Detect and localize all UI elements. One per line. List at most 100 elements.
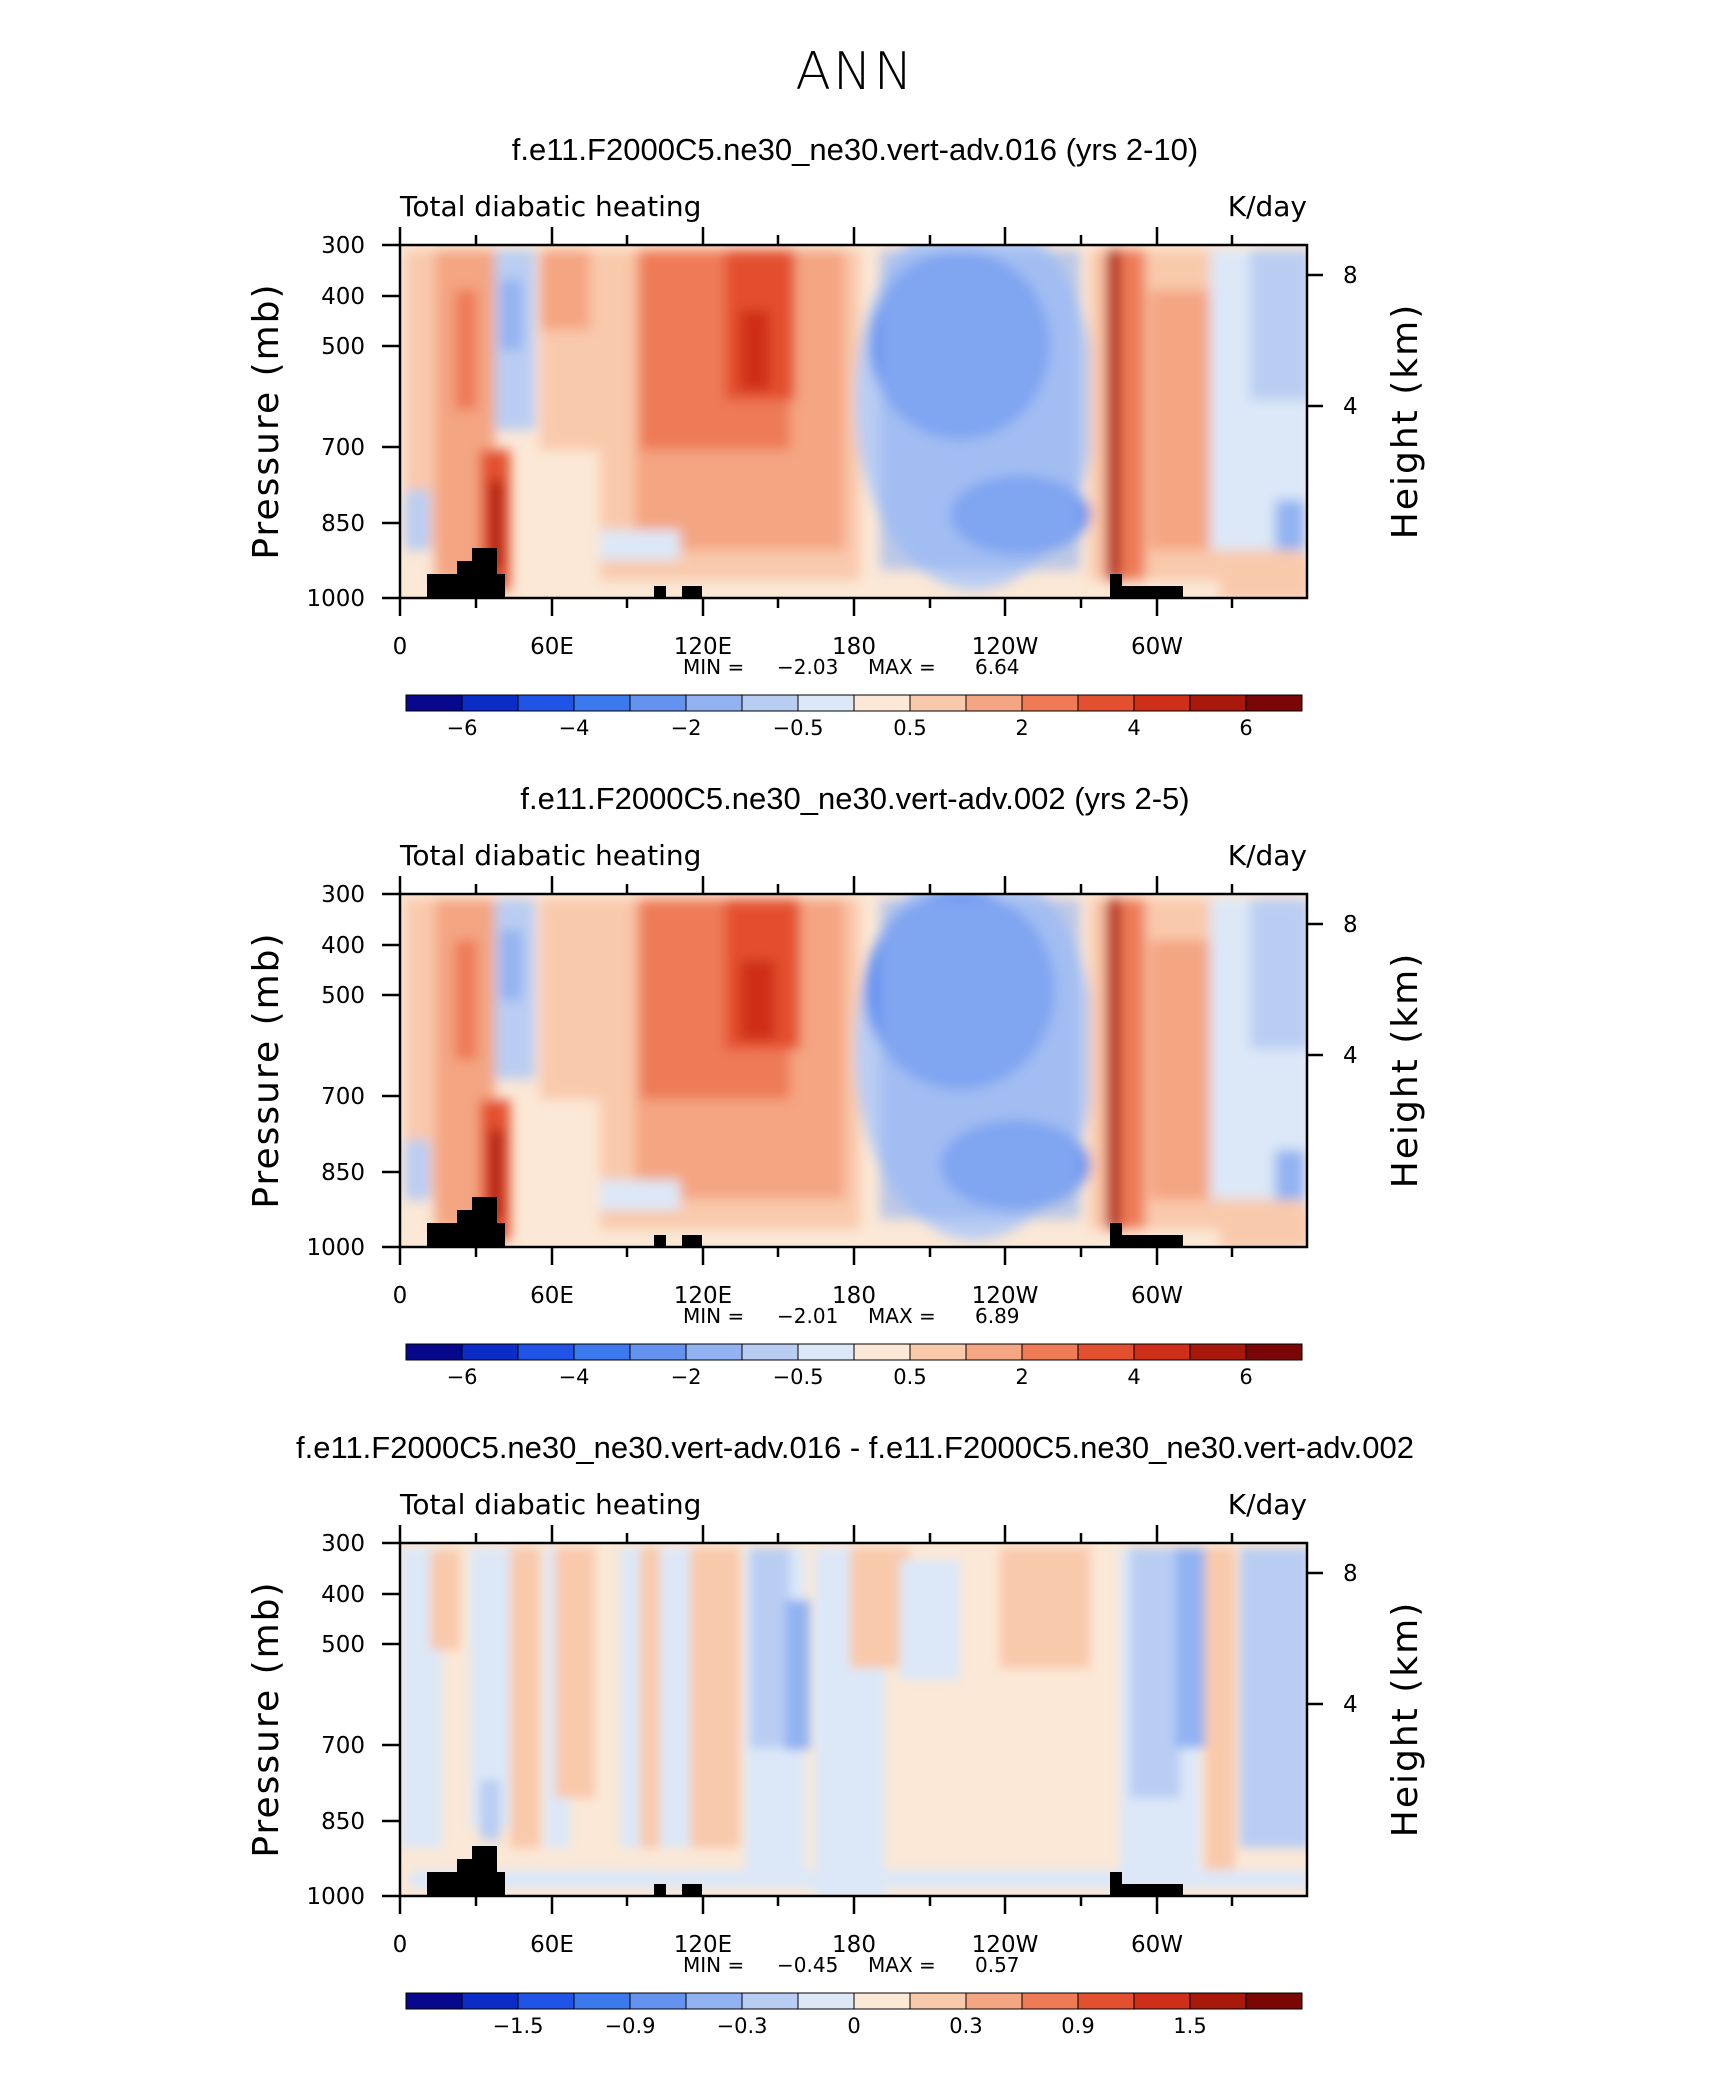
- terrain-block: [1110, 1884, 1183, 1896]
- y-tick-label: 400: [321, 284, 365, 310]
- field-patch: [455, 940, 477, 1060]
- field-patch: [480, 1780, 500, 1840]
- terrain-block: [427, 1223, 457, 1247]
- colorbar-label: −1.5: [493, 2014, 544, 2038]
- y-tick-label: 700: [321, 435, 365, 461]
- y-tick-label: 300: [321, 233, 365, 259]
- field-patch: [540, 250, 590, 330]
- field-patch: [600, 530, 680, 560]
- panel-2-variable: Total diabatic heating: [399, 839, 701, 872]
- colorbar-label: −4: [559, 716, 590, 740]
- terrain-block: [682, 586, 702, 598]
- x-tick-label: 120W: [972, 1932, 1039, 1958]
- y-tick-label: 850: [321, 1809, 365, 1835]
- colorbar-swatch: [1245, 1343, 1303, 1361]
- field-patch: [1150, 940, 1220, 1200]
- x-tick-label: 120E: [674, 1283, 732, 1309]
- colorbar-label: −2: [671, 1365, 702, 1389]
- x-tick-label: 60E: [530, 1932, 574, 1958]
- y-tick-label: 850: [321, 511, 365, 537]
- max-label: MAX =: [868, 655, 936, 679]
- y-tick-label: 850: [321, 1160, 365, 1186]
- field-patch: [1250, 250, 1307, 400]
- colorbar-swatch: [461, 1992, 519, 2010]
- colorbar-swatch: [573, 1992, 631, 2010]
- panel-2-title: f.e11.F2000C5.ne30_ne30.vert-adv.002 (yr…: [520, 781, 1190, 816]
- min-label: MIN =: [683, 655, 744, 679]
- colorbar-swatch: [629, 1992, 687, 2010]
- colorbar-label: −2: [671, 716, 702, 740]
- field-patch: [510, 1548, 540, 1848]
- colorbar-label: 0.5: [893, 1365, 926, 1389]
- x-tick-label: 120W: [972, 1283, 1039, 1309]
- terrain-block: [1110, 1235, 1183, 1247]
- field-patch: [600, 1180, 680, 1210]
- terrain-block: [682, 1235, 702, 1247]
- y-tick-label: 500: [321, 334, 365, 360]
- field-patch: [1275, 1150, 1305, 1200]
- y-right-tick-label: 4: [1343, 1692, 1358, 1718]
- colorbar-swatch: [853, 1992, 911, 2010]
- x-tick-label: 0: [393, 1283, 408, 1309]
- x-tick-label: 60E: [530, 1283, 574, 1309]
- colorbar-label: −4: [559, 1365, 590, 1389]
- field-patch: [1000, 1548, 1090, 1668]
- field-patch: [1275, 500, 1305, 550]
- y-tick-label: 300: [321, 882, 365, 908]
- field-patch: [1108, 250, 1120, 580]
- colorbar-label: −0.5: [773, 1365, 824, 1389]
- max-label: MAX =: [868, 1953, 936, 1977]
- colorbar-swatch: [1189, 1992, 1247, 2010]
- colorbar-swatch: [405, 1992, 463, 2010]
- field-patch: [880, 250, 1080, 570]
- field-patch: [1250, 899, 1307, 1049]
- colorbar-swatch: [741, 1992, 799, 2010]
- y-tick-label: 1000: [306, 586, 365, 612]
- y-tick-label: 500: [321, 1632, 365, 1658]
- field-patch: [430, 1550, 460, 1650]
- field-patch: [405, 490, 430, 550]
- field-patch: [500, 930, 522, 1000]
- field-patch: [1240, 1548, 1307, 1848]
- field-patch: [740, 960, 775, 1040]
- terrain-block: [682, 1884, 702, 1896]
- terrain-block: [472, 1846, 497, 1896]
- field-patch: [880, 899, 1080, 1219]
- colorbar-swatch: [517, 1992, 575, 2010]
- field-patch: [660, 1548, 690, 1848]
- x-tick-label: 0: [393, 1932, 408, 1958]
- terrain-block: [427, 574, 457, 598]
- x-tick-label: 180: [832, 1283, 876, 1309]
- colorbar-label: 6: [1239, 1365, 1252, 1389]
- field-patch: [540, 899, 610, 1099]
- x-tick-label: 120E: [674, 634, 732, 660]
- colorbar-label: 4: [1127, 1365, 1140, 1389]
- x-tick-label: 60W: [1131, 1932, 1183, 1958]
- colorbar-label: −0.3: [717, 2014, 768, 2038]
- terrain-block: [497, 1872, 505, 1896]
- y-tick-label: 1000: [306, 1884, 365, 1910]
- panel-2-field: [400, 894, 1307, 1247]
- panel-1-variable: Total diabatic heating: [399, 190, 701, 223]
- terrain-block: [497, 1223, 505, 1247]
- colorbar-label: 0.5: [893, 716, 926, 740]
- field-patch: [1130, 1548, 1180, 1798]
- min-label: MIN =: [683, 1953, 744, 1977]
- colorbar-label: 2: [1015, 1365, 1028, 1389]
- panel-3-ylabel-right: Height (km): [1385, 1601, 1426, 1837]
- panel-3-ylabel: Pressure (mb): [246, 1580, 287, 1857]
- x-tick-label: 180: [832, 634, 876, 660]
- colorbar-swatch: [1133, 1992, 1191, 2010]
- field-patch: [455, 290, 477, 410]
- x-tick-label: 180: [832, 1932, 876, 1958]
- colorbar-swatch: [1021, 1992, 1079, 2010]
- panel-1-title: f.e11.F2000C5.ne30_ne30.vert-adv.016 (yr…: [511, 132, 1199, 167]
- field-patch: [405, 1140, 430, 1200]
- panel-1-units: K/day: [1228, 190, 1307, 223]
- y-tick-label: 400: [321, 1582, 365, 1608]
- colorbar-swatch: [797, 1992, 855, 2010]
- min-value: −2.03: [777, 655, 838, 679]
- y-tick-label: 300: [321, 1531, 365, 1557]
- terrain-block: [457, 1210, 472, 1247]
